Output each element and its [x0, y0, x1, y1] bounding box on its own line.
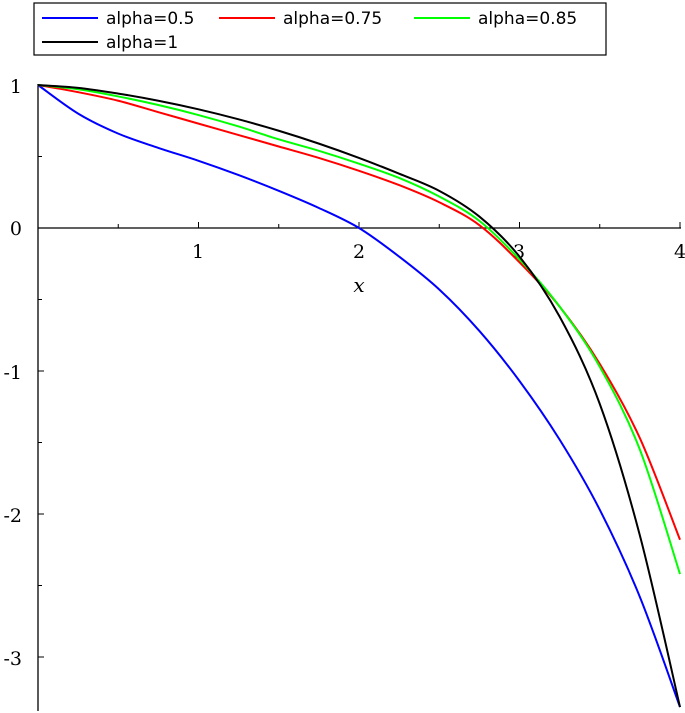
legend-label-alpha-1: alpha=1 [106, 33, 178, 53]
x-minor-ticks [117, 222, 681, 228]
x-tick-label-4: 4 [674, 241, 685, 263]
legend: alpha=0.5 alpha=0.75 alpha=0.85 alpha=1 [33, 2, 607, 56]
series-line-alpha-0-75 [37, 84, 681, 541]
series-layer [37, 84, 681, 708]
y-minor-ticks [38, 84, 44, 658]
legend-label-alpha-0-5: alpha=0.5 [106, 9, 194, 29]
legend-label-alpha-0-75: alpha=0.75 [283, 9, 382, 29]
y-tick-label-neg2: -2 [3, 505, 22, 527]
legend-border [33, 2, 607, 56]
y-tick-label-neg3: -3 [3, 648, 22, 670]
series-line-alpha-0-85 [37, 84, 681, 575]
y-tick-label-0: 0 [10, 218, 22, 240]
x-axis-title: x [353, 273, 364, 297]
x-tick-label-2: 2 [353, 241, 365, 263]
series-line-alpha-0-5 [37, 84, 681, 708]
legend-label-alpha-0-85: alpha=0.85 [478, 9, 577, 29]
y-tick-label-1: 1 [10, 76, 22, 98]
y-tick-label-neg1: -1 [3, 362, 22, 384]
x-tick-label-1: 1 [192, 241, 204, 263]
series-line-alpha-1 [37, 84, 681, 708]
